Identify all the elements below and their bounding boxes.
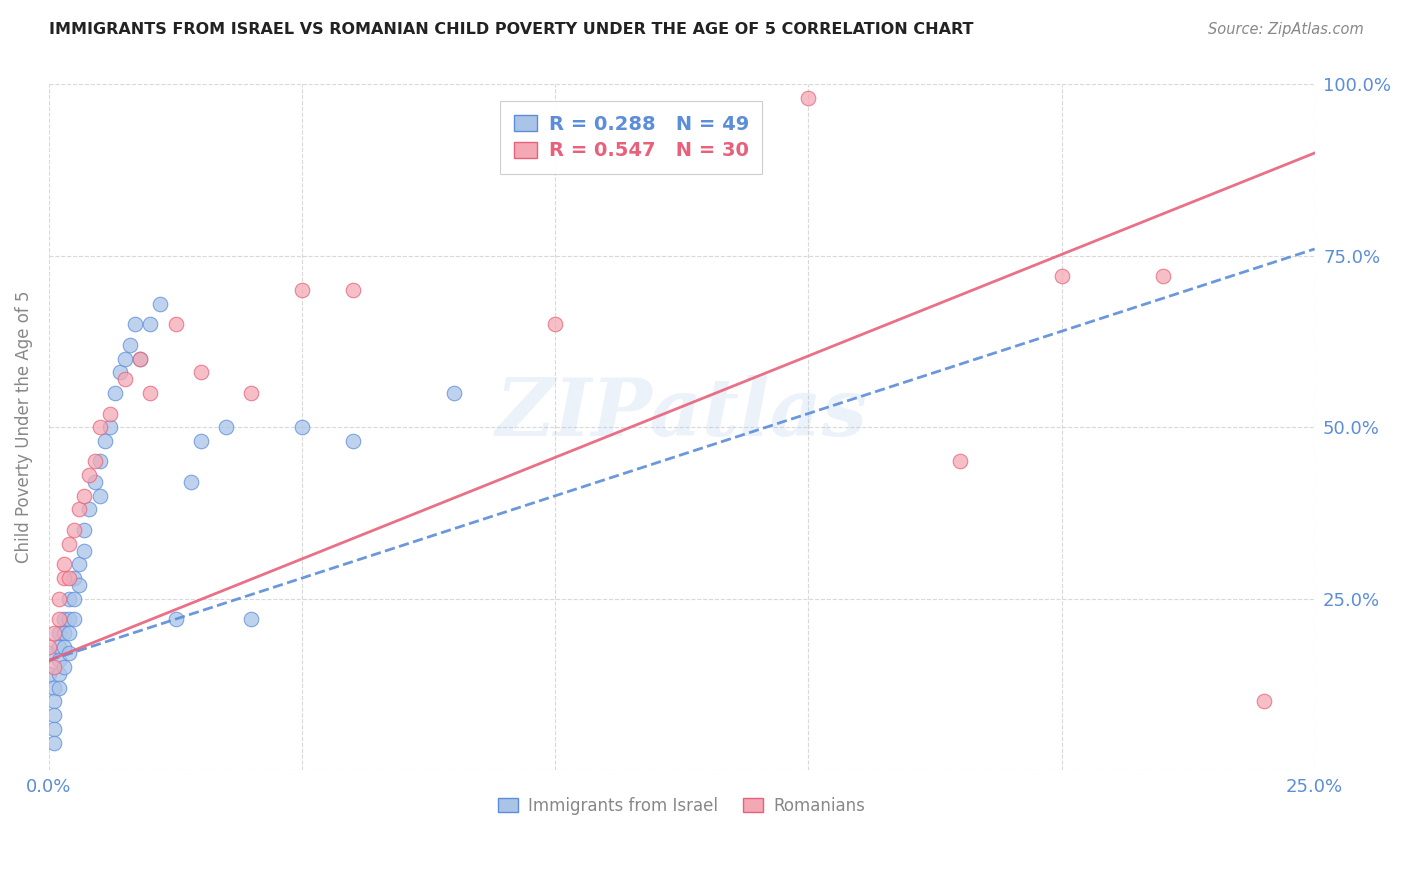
- Point: [73, 543, 96, 558]
- Point: [124, 318, 146, 332]
- Point: [42, 735, 65, 749]
- Point: [165, 318, 187, 332]
- Point: [42, 681, 65, 695]
- Point: [53, 558, 76, 572]
- Point: [63, 571, 86, 585]
- Point: [443, 386, 465, 401]
- Point: [139, 386, 162, 401]
- Point: [114, 351, 136, 366]
- Text: ZIPatlas: ZIPatlas: [496, 375, 868, 452]
- Point: [58, 537, 80, 551]
- Point: [1050, 269, 1073, 284]
- Point: [38, 667, 60, 681]
- Point: [342, 283, 364, 297]
- Point: [53, 612, 76, 626]
- Point: [58, 647, 80, 661]
- Point: [58, 571, 80, 585]
- Point: [38, 640, 60, 654]
- Point: [63, 612, 86, 626]
- Point: [63, 591, 86, 606]
- Point: [48, 640, 70, 654]
- Point: [67, 558, 90, 572]
- Y-axis label: Child Poverty Under the Age of 5: Child Poverty Under the Age of 5: [15, 291, 32, 564]
- Point: [240, 612, 263, 626]
- Point: [42, 722, 65, 736]
- Point: [89, 420, 111, 434]
- Point: [83, 454, 105, 468]
- Point: [89, 489, 111, 503]
- Point: [98, 420, 121, 434]
- Point: [48, 667, 70, 681]
- Point: [190, 365, 212, 379]
- Point: [63, 523, 86, 537]
- Point: [291, 283, 314, 297]
- Point: [58, 591, 80, 606]
- Point: [48, 612, 70, 626]
- Point: [53, 660, 76, 674]
- Legend: Immigrants from Israel, Romanians: Immigrants from Israel, Romanians: [491, 789, 873, 823]
- Point: [48, 653, 70, 667]
- Point: [79, 502, 101, 516]
- Point: [129, 351, 152, 366]
- Text: IMMIGRANTS FROM ISRAEL VS ROMANIAN CHILD POVERTY UNDER THE AGE OF 5 CORRELATION : IMMIGRANTS FROM ISRAEL VS ROMANIAN CHILD…: [49, 22, 974, 37]
- Point: [73, 523, 96, 537]
- Point: [544, 318, 567, 332]
- Point: [165, 612, 187, 626]
- Point: [180, 475, 202, 489]
- Point: [67, 578, 90, 592]
- Point: [139, 318, 162, 332]
- Point: [42, 626, 65, 640]
- Point: [949, 454, 972, 468]
- Point: [129, 351, 152, 366]
- Point: [190, 434, 212, 448]
- Point: [58, 612, 80, 626]
- Point: [108, 365, 131, 379]
- Text: Source: ZipAtlas.com: Source: ZipAtlas.com: [1208, 22, 1364, 37]
- Point: [149, 297, 172, 311]
- Point: [215, 420, 238, 434]
- Point: [1152, 269, 1174, 284]
- Point: [1253, 694, 1275, 708]
- Point: [48, 681, 70, 695]
- Point: [53, 640, 76, 654]
- Point: [342, 434, 364, 448]
- Point: [114, 372, 136, 386]
- Point: [98, 407, 121, 421]
- Point: [73, 489, 96, 503]
- Point: [67, 502, 90, 516]
- Point: [58, 626, 80, 640]
- Point: [53, 626, 76, 640]
- Point: [38, 647, 60, 661]
- Point: [118, 338, 141, 352]
- Point: [42, 694, 65, 708]
- Point: [53, 571, 76, 585]
- Point: [79, 468, 101, 483]
- Point: [48, 626, 70, 640]
- Point: [240, 386, 263, 401]
- Point: [797, 91, 820, 105]
- Point: [89, 454, 111, 468]
- Point: [83, 475, 105, 489]
- Point: [42, 660, 65, 674]
- Point: [291, 420, 314, 434]
- Point: [104, 386, 127, 401]
- Point: [93, 434, 115, 448]
- Point: [42, 708, 65, 723]
- Point: [48, 591, 70, 606]
